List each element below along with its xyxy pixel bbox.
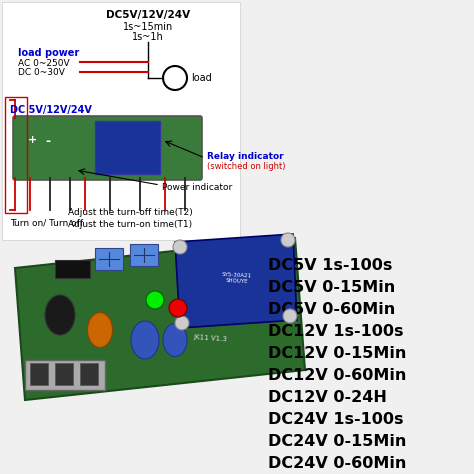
Bar xyxy=(2,2,240,240)
Circle shape xyxy=(283,309,297,323)
Text: AC 0~250V: AC 0~250V xyxy=(18,59,70,68)
Bar xyxy=(55,260,90,278)
Circle shape xyxy=(281,233,295,247)
Ellipse shape xyxy=(163,323,187,356)
Bar xyxy=(80,363,98,385)
Text: Adjust the turn-on time(T1): Adjust the turn-on time(T1) xyxy=(68,220,192,229)
Text: 1s~15min: 1s~15min xyxy=(123,22,173,32)
Text: 1s~1h: 1s~1h xyxy=(132,32,164,42)
Polygon shape xyxy=(15,238,305,400)
Polygon shape xyxy=(175,234,297,328)
Bar xyxy=(130,244,158,266)
Text: DC24V 0-60Min: DC24V 0-60Min xyxy=(268,456,406,471)
Bar xyxy=(55,363,73,385)
Text: DC 0~30V: DC 0~30V xyxy=(18,68,65,77)
Text: -: - xyxy=(45,135,50,148)
Circle shape xyxy=(146,291,164,309)
Bar xyxy=(95,248,123,270)
Text: SY5-30A21
SHOUYE: SY5-30A21 SHOUYE xyxy=(222,272,252,284)
Text: DC5V/12V/24V: DC5V/12V/24V xyxy=(106,10,190,20)
Bar xyxy=(95,121,160,174)
FancyBboxPatch shape xyxy=(13,116,202,180)
Text: DC12V 0-15Min: DC12V 0-15Min xyxy=(268,346,406,361)
Text: Relay indicator: Relay indicator xyxy=(207,152,283,161)
Text: Adjust the turn-off time(T2): Adjust the turn-off time(T2) xyxy=(68,208,193,217)
Text: load power: load power xyxy=(18,48,79,58)
Text: load: load xyxy=(191,73,212,83)
Bar xyxy=(25,360,105,390)
Text: Power indicator: Power indicator xyxy=(162,183,232,192)
Text: JK11 V1.3: JK11 V1.3 xyxy=(193,334,227,342)
Text: DC12V 0-24H: DC12V 0-24H xyxy=(268,390,387,405)
Ellipse shape xyxy=(88,312,112,347)
Text: DC 5V/12V/24V: DC 5V/12V/24V xyxy=(10,105,92,115)
Circle shape xyxy=(173,240,187,254)
Text: DC24V 1s-100s: DC24V 1s-100s xyxy=(268,412,403,427)
Ellipse shape xyxy=(45,295,75,335)
Text: Turn on/ Turn off: Turn on/ Turn off xyxy=(10,218,83,227)
Bar xyxy=(30,363,48,385)
Text: DC12V 1s-100s: DC12V 1s-100s xyxy=(268,324,403,339)
Circle shape xyxy=(175,316,189,330)
Text: DC24V 0-15Min: DC24V 0-15Min xyxy=(268,434,406,449)
Bar xyxy=(5,97,27,213)
Text: (switched on light): (switched on light) xyxy=(207,162,285,171)
Ellipse shape xyxy=(131,321,159,359)
Text: DC12V 0-60Min: DC12V 0-60Min xyxy=(268,368,406,383)
Circle shape xyxy=(169,299,187,317)
Text: +: + xyxy=(28,135,37,145)
Text: DC5V 0-60Min: DC5V 0-60Min xyxy=(268,302,395,317)
Text: DC5V 0-15Min: DC5V 0-15Min xyxy=(268,280,395,295)
Text: DC5V 1s-100s: DC5V 1s-100s xyxy=(268,258,392,273)
